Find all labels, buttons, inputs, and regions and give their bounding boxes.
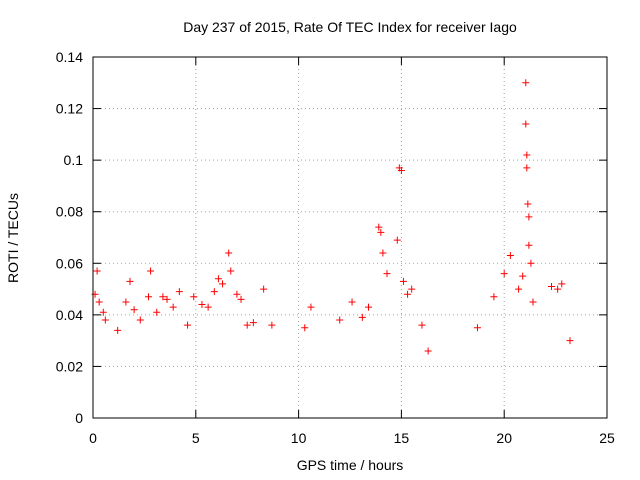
data-point: [122, 298, 130, 306]
data-point: [136, 316, 144, 324]
y-tick-label: 0.12: [56, 101, 83, 117]
x-axis-label: GPS time / hours: [297, 457, 404, 473]
data-point: [524, 200, 532, 208]
data-point: [473, 324, 481, 332]
data-point: [147, 267, 155, 275]
y-tick-label: 0.02: [56, 358, 83, 374]
data-point: [558, 280, 566, 288]
data-point: [523, 151, 531, 159]
y-tick-label: 0.1: [64, 152, 84, 168]
data-point: [547, 282, 555, 290]
x-tick-label: 10: [291, 430, 307, 446]
data-point: [408, 285, 416, 293]
data-point: [358, 313, 366, 321]
data-point: [243, 321, 251, 329]
data-point: [114, 326, 122, 334]
data-point: [210, 288, 218, 296]
data-point: [377, 228, 385, 236]
data-point: [404, 290, 412, 298]
data-point: [184, 321, 192, 329]
data-point: [175, 288, 183, 296]
y-axis-label: ROTI / TECUs: [5, 193, 21, 283]
data-point: [268, 321, 276, 329]
data-point: [163, 295, 171, 303]
axis-ticks: 0 0.02 0.04 0.06 0.08 0.1 0.12 0.14 0 5 10 15 20 25: [56, 49, 615, 446]
x-tick-label: 15: [394, 430, 410, 446]
data-point: [393, 236, 401, 244]
data-point: [506, 252, 514, 260]
data-point: [566, 337, 574, 345]
data-point: [365, 303, 373, 311]
data-point: [204, 303, 212, 311]
data-points: [91, 79, 574, 355]
data-point: [126, 277, 134, 285]
data-point: [227, 267, 235, 275]
data-point: [249, 319, 257, 327]
data-point: [219, 280, 227, 288]
data-point: [95, 298, 103, 306]
y-tick-label: 0.06: [56, 255, 83, 271]
data-point: [225, 249, 233, 257]
data-point: [214, 275, 222, 283]
data-point: [424, 347, 432, 355]
data-point: [101, 316, 109, 324]
data-point: [554, 285, 562, 293]
data-point: [93, 267, 101, 275]
data-point: [522, 120, 530, 128]
data-point: [237, 295, 245, 303]
data-point: [301, 324, 309, 332]
data-point: [397, 166, 405, 174]
data-point: [336, 316, 344, 324]
data-point: [145, 293, 153, 301]
y-tick-label: 0.04: [56, 307, 83, 323]
data-point: [198, 301, 206, 309]
x-tick-label: 0: [89, 430, 97, 446]
data-point: [190, 293, 198, 301]
chart-title: Day 237 of 2015, Rate Of TEC Index for r…: [183, 19, 517, 35]
data-point: [500, 270, 508, 278]
data-point: [348, 298, 356, 306]
data-point: [418, 321, 426, 329]
data-point: [159, 293, 167, 301]
data-point: [169, 303, 177, 311]
data-point: [399, 277, 407, 285]
data-point: [525, 213, 533, 221]
data-point: [525, 241, 533, 249]
data-point: [519, 272, 527, 280]
data-point: [130, 306, 138, 314]
data-point: [379, 249, 387, 257]
x-tick-label: 5: [192, 430, 200, 446]
data-point: [515, 285, 523, 293]
data-point: [490, 293, 498, 301]
x-tick-label: 20: [496, 430, 512, 446]
data-point: [99, 308, 107, 316]
data-point: [233, 290, 241, 298]
x-tick-label: 25: [599, 430, 615, 446]
data-point: [153, 308, 161, 316]
y-tick-label: 0: [75, 410, 83, 426]
data-point: [529, 298, 537, 306]
data-point: [523, 164, 531, 172]
grid: [93, 57, 607, 418]
data-point: [307, 303, 315, 311]
y-tick-label: 0.14: [56, 49, 83, 65]
data-point: [383, 270, 391, 278]
data-point: [527, 259, 535, 267]
data-point: [260, 285, 268, 293]
y-tick-label: 0.08: [56, 204, 83, 220]
plot-border: [92, 56, 608, 419]
data-point: [522, 79, 530, 87]
data-point: [375, 223, 383, 231]
